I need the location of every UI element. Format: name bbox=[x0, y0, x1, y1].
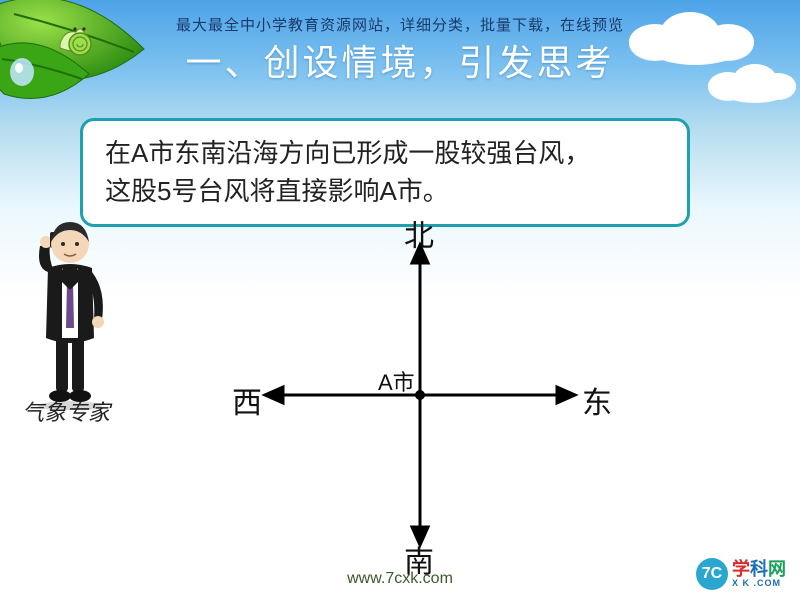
logo-cn: 学科网 bbox=[732, 560, 786, 578]
header-tagline: 最大最全中小学教育资源网站，详细分类，批量下载，在线预览 bbox=[0, 14, 800, 35]
logo-en: X K .COM bbox=[732, 579, 786, 588]
speech-bubble: 在A市东南沿海方向已形成一股较强台风， 这股5号台风将直接影响A市。 bbox=[80, 118, 690, 227]
site-logo: 7C 学科网 X K .COM bbox=[696, 558, 786, 590]
speech-line1: 在A市东南沿海方向已形成一股较强台风， bbox=[105, 138, 590, 168]
compass-diagram: 北 南 东 西 A市 bbox=[230, 215, 610, 565]
page-title: 一、创设情境，引发思考 bbox=[0, 34, 800, 86]
slide: 最大最全中小学教育资源网站，详细分类，批量下载，在线预览 一、创设情境，引发思考… bbox=[0, 0, 800, 600]
dir-east: 东 bbox=[582, 378, 612, 422]
speech-line2: 这股5号台风将直接影响A市。 bbox=[105, 176, 449, 206]
dir-west: 西 bbox=[232, 378, 262, 422]
compass-center-label: A市 bbox=[378, 365, 415, 397]
person-label: 气象专家 bbox=[22, 395, 110, 427]
footer-url: www.7cxk.com bbox=[0, 570, 800, 588]
meteorologist-figure bbox=[20, 210, 120, 410]
logo-badge: 7C bbox=[696, 558, 728, 590]
dir-north: 北 bbox=[404, 211, 434, 255]
